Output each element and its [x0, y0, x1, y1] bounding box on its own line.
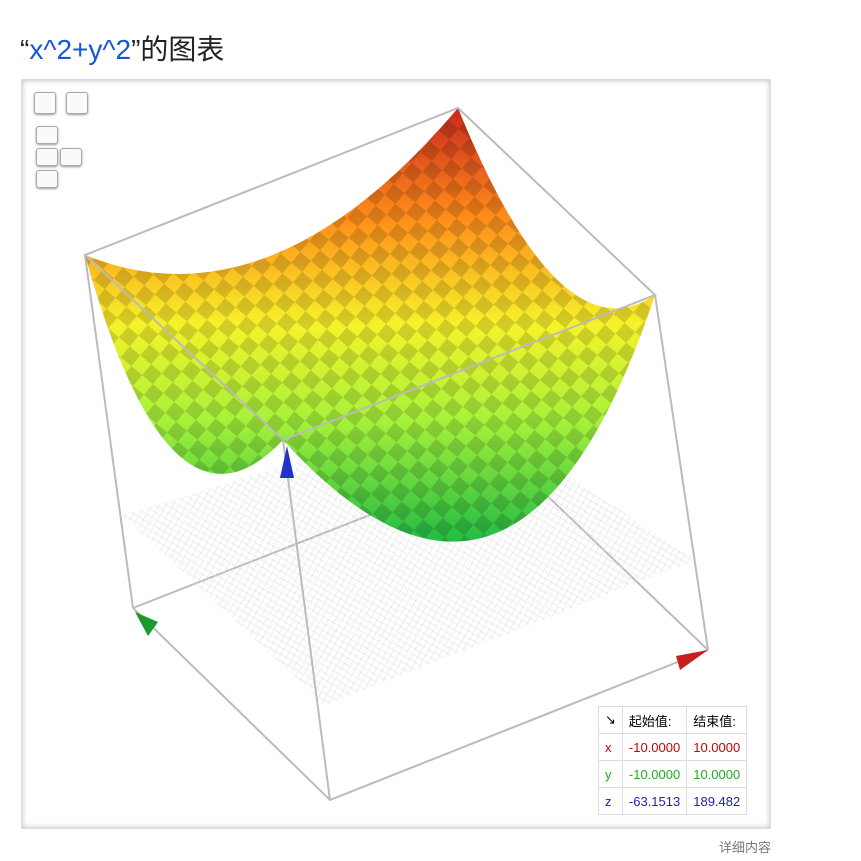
bounding-box-front	[83, 106, 657, 801]
open-quote: “	[20, 34, 30, 65]
axis-name: y	[598, 760, 623, 788]
range-start[interactable]: -63.1513	[621, 787, 688, 815]
y-axis-arrow	[135, 612, 158, 636]
axis-name: z	[598, 787, 623, 815]
range-table: ↘ 起始值: 结束值: x -10.0000 10.0000 y -10.0000 10.0…	[598, 706, 748, 815]
range-end[interactable]: 189.482	[686, 787, 748, 815]
table-header: ↘	[598, 706, 623, 734]
play-button[interactable]	[66, 92, 88, 114]
reset-button[interactable]	[34, 92, 56, 114]
zoom-out-button[interactable]	[36, 170, 58, 188]
details-link[interactable]: 详细内容	[718, 840, 771, 855]
title-suffix: ”的图表	[131, 34, 225, 65]
table-header: 结束值:	[686, 706, 748, 734]
range-start[interactable]: -10.0000	[621, 760, 688, 788]
table-header: 起始值:	[621, 706, 688, 734]
zoom-in-button[interactable]	[36, 126, 58, 144]
range-end[interactable]: 10.0000	[686, 760, 748, 788]
z-axis-arrow	[280, 446, 294, 478]
query-link[interactable]: x^2+y^2	[29, 34, 132, 65]
page-title: “x^2+y^2”的图表	[20, 28, 224, 68]
axis-name: x	[598, 733, 623, 761]
range-end[interactable]: 10.0000	[686, 733, 748, 761]
graph-panel[interactable]: ↘ 起始值: 结束值: x -10.0000 10.0000 y -10.0000 10.0…	[22, 80, 770, 828]
x-axis-arrow	[676, 650, 708, 670]
range-start[interactable]: -10.0000	[621, 733, 688, 761]
camera-button[interactable]	[36, 148, 58, 166]
surface-checker	[85, 108, 655, 542]
axes-button[interactable]	[60, 148, 82, 166]
surface-plot[interactable]	[22, 80, 770, 828]
